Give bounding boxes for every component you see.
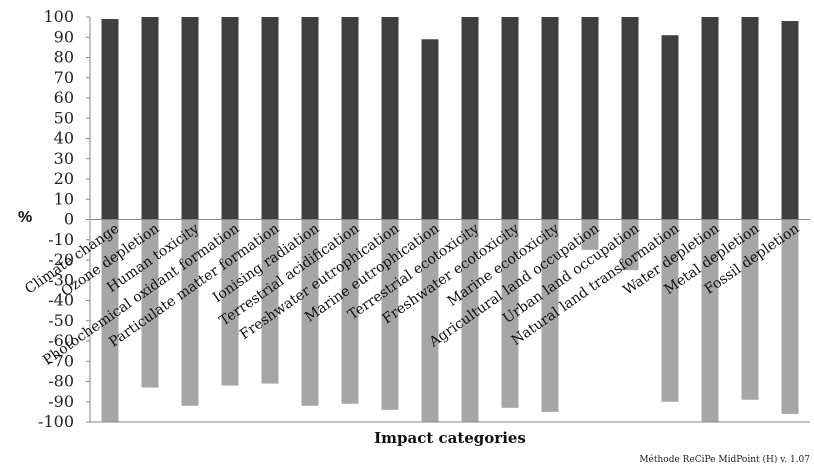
bar-positive-9 (421, 39, 439, 220)
bar-positive-7 (341, 17, 359, 220)
bar-negative-8 (381, 219, 399, 410)
y-tick-label: 40 (54, 129, 74, 148)
bar-positive-14 (621, 17, 639, 220)
bar-positive-1 (101, 19, 119, 220)
bar-positive-5 (261, 17, 279, 220)
bar-negative-10 (461, 219, 479, 422)
bar-positive-16 (701, 17, 719, 220)
y-tick-label: 0 (64, 210, 74, 229)
y-tick-label: 80 (54, 48, 74, 67)
bar-negative-6 (301, 219, 319, 406)
bar-positive-4 (221, 17, 239, 220)
y-axis-ticks: 1009080706050403020100-10-20-30-40-50-60… (38, 7, 90, 431)
y-tick-label: -40 (48, 291, 74, 310)
y-tick-label: -90 (48, 392, 74, 411)
y-tick-label: 90 (54, 27, 74, 46)
y-tick-label: 20 (54, 169, 74, 188)
bar-negative-3 (181, 219, 199, 406)
y-tick-label: 30 (54, 149, 74, 168)
y-tick-label: -30 (48, 270, 74, 289)
y-tick-label: 10 (54, 189, 74, 208)
bar-positive-15 (661, 35, 679, 220)
y-tick-label: -50 (48, 311, 74, 330)
bar-negative-5 (261, 219, 279, 384)
bar-positive-8 (381, 17, 399, 220)
bar-negative-15 (661, 219, 679, 402)
bar-positive-13 (581, 17, 599, 220)
bar-positive-17 (741, 17, 759, 220)
bar-negative-14 (621, 219, 639, 271)
bar-positive-18 (781, 21, 799, 220)
y-tick-label: 60 (54, 88, 74, 107)
bar-negative-9 (421, 219, 439, 422)
x-axis-label: Impact categories (374, 429, 526, 447)
bar-positive-6 (301, 17, 319, 220)
y-tick-label: -20 (48, 250, 74, 269)
bar-negative-1 (101, 219, 119, 422)
y-tick-label: -10 (48, 230, 74, 249)
bar-negative-12 (541, 219, 559, 412)
y-tick-label: 50 (54, 108, 74, 127)
method-footnote: Méthode ReCiPe MidPoint (H) v. 1.07 (639, 454, 810, 465)
y-tick-label: -60 (48, 331, 74, 350)
bar-positive-3 (181, 17, 199, 220)
bar-positive-11 (501, 17, 519, 220)
y-tick-label: -70 (48, 351, 74, 370)
bar-negative-2 (141, 219, 159, 388)
y-tick-label: 70 (54, 68, 74, 87)
bar-positive-10 (461, 17, 479, 220)
bar-negative-13 (581, 219, 599, 250)
bar-negative-18 (781, 219, 799, 414)
bar-negative-7 (341, 219, 359, 404)
bar-negative-4 (221, 219, 239, 386)
bar-negative-17 (741, 219, 759, 400)
bars (101, 17, 799, 422)
y-tick-label: -100 (38, 412, 74, 431)
bar-negative-16 (701, 219, 719, 422)
bar-negative-11 (501, 219, 519, 408)
y-tick-label: -80 (48, 372, 74, 391)
bar-positive-2 (141, 17, 159, 220)
y-axis-label: % (18, 209, 32, 226)
bar-positive-12 (541, 17, 559, 220)
y-tick-label: 100 (43, 7, 74, 26)
